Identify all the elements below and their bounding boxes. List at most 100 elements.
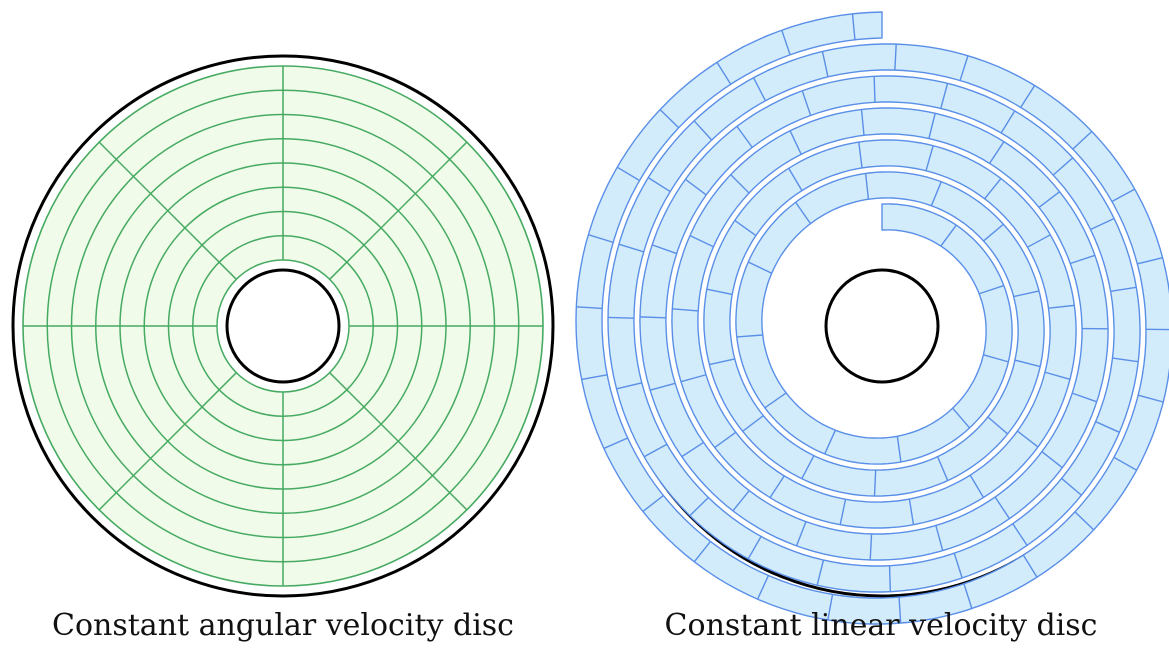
- sector-boundary: [730, 174, 750, 194]
- sector-boundary: [693, 541, 712, 563]
- sector-boundary: [978, 284, 1005, 295]
- sector-boundary: [1038, 191, 1061, 208]
- sector-boundary: [969, 474, 985, 498]
- sector-boundary: [769, 475, 785, 499]
- sector-boundary: [801, 90, 812, 116]
- sector-boundary: [1110, 286, 1137, 292]
- sector-boundary: [821, 51, 829, 78]
- sector-boundary: [894, 44, 897, 71]
- sector-boundary: [952, 407, 971, 429]
- sector-boundary: [983, 223, 1004, 242]
- sector-boundary: [1014, 359, 1041, 368]
- sector-boundary: [647, 177, 671, 193]
- sector-boundary: [1013, 290, 1040, 298]
- sector-boundary: [873, 470, 877, 497]
- sector-boundary: [659, 109, 680, 129]
- sector-boundary: [795, 521, 807, 547]
- sector-boundary: [752, 77, 767, 102]
- sector-boundary: [1061, 477, 1082, 496]
- constant-angular-velocity-disc: [11, 54, 555, 598]
- sector-boundary: [983, 354, 1009, 363]
- sector-boundary: [639, 316, 666, 319]
- sector-boundary: [649, 382, 676, 391]
- sector-boundary: [963, 583, 973, 609]
- sector-boundary: [781, 29, 791, 56]
- sector-boundary: [795, 201, 812, 224]
- sector-boundary: [984, 178, 1002, 200]
- sector-boundary: [1111, 188, 1136, 203]
- sector-boundary: [736, 334, 763, 338]
- sector-boundary: [1095, 421, 1120, 433]
- sector-boundary: [827, 594, 834, 621]
- sector-boundary: [1044, 371, 1071, 381]
- sector-boundary: [616, 166, 640, 182]
- sector-boundary: [789, 130, 802, 155]
- sector-boundary: [925, 145, 934, 171]
- sector-boundary: [1137, 394, 1164, 403]
- sector-boundary: [896, 436, 902, 463]
- sector-boundary: [607, 316, 634, 319]
- sector-boundary: [953, 553, 963, 579]
- sector-boundary: [898, 597, 902, 624]
- sector-boundary: [1112, 357, 1139, 363]
- sector-boundary: [1113, 456, 1137, 471]
- sector-boundary: [851, 13, 856, 40]
- sector-boundary: [98, 372, 237, 511]
- sector-boundary: [1090, 217, 1115, 231]
- sector-boundary: [1074, 511, 1095, 531]
- sector-boundary: [1022, 554, 1038, 578]
- sector-boundary: [716, 61, 732, 85]
- sector-boundary: [709, 358, 735, 366]
- sector-boundary: [736, 125, 753, 148]
- sector-boundary: [689, 496, 709, 517]
- sector-boundary: [756, 575, 770, 600]
- sector-boundary: [588, 233, 614, 244]
- sector-boundary: [681, 441, 704, 458]
- sector-boundary: [940, 224, 957, 247]
- sector-boundary: [706, 288, 733, 296]
- sector-boundary: [329, 141, 468, 280]
- sector-boundary: [788, 167, 803, 191]
- disc-center-hole: [225, 268, 341, 384]
- sector-boundary: [576, 306, 603, 310]
- sector-boundary: [930, 181, 942, 207]
- sector-boundary: [98, 141, 237, 280]
- sector-boundary: [680, 374, 707, 383]
- sector-boundary: [936, 456, 949, 481]
- sector-boundary: [873, 76, 876, 103]
- sector-boundary: [1016, 430, 1039, 448]
- sector-boundary: [603, 437, 628, 450]
- sector-boundary: [839, 499, 847, 525]
- sector-boundary: [801, 455, 815, 479]
- disc-center-hole: [824, 268, 940, 384]
- sector-boundary: [994, 496, 1011, 520]
- sector-boundary: [1020, 85, 1036, 108]
- sector-boundary: [987, 416, 1009, 435]
- sector-boundary: [908, 498, 915, 525]
- sector-boundary: [858, 142, 863, 168]
- sector-boundary: [642, 495, 664, 513]
- sector-boundary: [860, 109, 865, 136]
- sector-boundary: [693, 120, 713, 141]
- spiral-track: [575, 11, 1169, 625]
- sector-boundary: [747, 261, 772, 274]
- sector-boundary: [651, 244, 677, 255]
- sector-boundary: [1041, 451, 1063, 469]
- sector-boundary: [888, 565, 892, 592]
- sector-boundary: [988, 141, 1005, 164]
- sector-boundary: [714, 431, 737, 449]
- sector-boundary: [581, 374, 608, 381]
- sector-boundary: [734, 219, 757, 237]
- sector-boundary: [1027, 234, 1051, 248]
- sector-boundary: [864, 173, 870, 200]
- constant-linear-velocity-caption: Constant linear velocity disc: [664, 608, 1098, 643]
- sector-boundary: [672, 308, 699, 312]
- sector-boundary: [1071, 392, 1097, 403]
- sector-boundary: [643, 443, 668, 458]
- sector-boundary: [1048, 304, 1075, 309]
- sector-boundary: [747, 536, 762, 560]
- sector-boundary: [742, 415, 764, 432]
- sector-boundary: [616, 382, 642, 390]
- sector-boundary: [689, 234, 714, 248]
